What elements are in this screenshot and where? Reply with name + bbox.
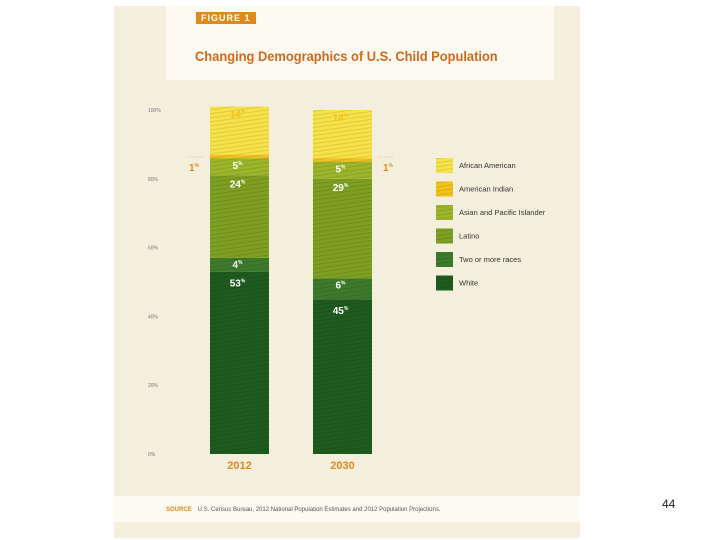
chart-title: Changing Demographics of U.S. Child Popu…: [195, 48, 498, 64]
data-label: 53%: [230, 279, 246, 290]
bar-segment-texture: [210, 175, 269, 258]
bar-segment-texture: [313, 299, 372, 454]
legend-swatch-texture: [436, 158, 453, 173]
legend-swatch-texture: [436, 228, 453, 244]
footer-bar: [114, 496, 580, 522]
legend-swatch-texture: [436, 252, 453, 267]
y-tick-label: 60%: [148, 246, 159, 252]
data-label: 29%: [333, 183, 349, 194]
legend-label: American Indian: [459, 185, 513, 194]
x-tick-label: 2012: [227, 460, 251, 472]
data-label: 1%: [189, 163, 200, 174]
bar-segment-texture: [313, 161, 372, 179]
bar-segment-texture: [210, 257, 269, 272]
y-tick-label: 80%: [148, 177, 159, 183]
data-label: 45%: [333, 306, 349, 317]
y-tick-label: 100%: [148, 108, 161, 114]
x-tick-label: 2030: [330, 460, 354, 472]
y-tick-label: 40%: [148, 314, 159, 320]
data-label: 14%: [333, 113, 349, 124]
bar-segment-texture: [210, 106, 269, 155]
legend-swatch-texture: [436, 181, 453, 197]
bar-segment-texture: [313, 110, 372, 159]
bar-segment-texture: [313, 278, 372, 300]
bar-segment-texture: [210, 154, 269, 159]
legend-label: African American: [459, 161, 516, 170]
bar-segment-texture: [313, 158, 372, 162]
data-label: 5%: [335, 165, 346, 176]
data-label: 14%: [230, 110, 246, 121]
data-label: 24%: [230, 179, 246, 190]
data-label: 1%: [383, 163, 394, 174]
bar-segment-texture: [210, 158, 269, 176]
source-note: SOURCE U.S. Census Bureau, 2012 National …: [166, 507, 441, 513]
y-tick-label: 0%: [148, 452, 156, 458]
data-label: 4%: [232, 260, 243, 271]
legend-swatch-texture: [436, 205, 453, 220]
legend-label: White: [459, 279, 478, 288]
data-label: 5%: [232, 161, 243, 172]
legend-swatch-texture: [436, 275, 453, 291]
data-label: 6%: [335, 281, 346, 292]
legend-label: Latino: [459, 232, 479, 241]
source-text: U.S. Census Bureau, 2012 National Popula…: [197, 507, 441, 513]
legend-label: Two or more races: [459, 255, 521, 264]
legend-label: Asian and Pacific Islander: [459, 208, 546, 217]
figure-label: FIGURE 1: [196, 12, 256, 24]
bar-segment-texture: [313, 178, 372, 279]
page-number: 44: [662, 497, 676, 511]
y-tick-label: 20%: [148, 383, 159, 389]
source-key: SOURCE: [166, 507, 192, 513]
bar-segment-texture: [210, 271, 269, 454]
